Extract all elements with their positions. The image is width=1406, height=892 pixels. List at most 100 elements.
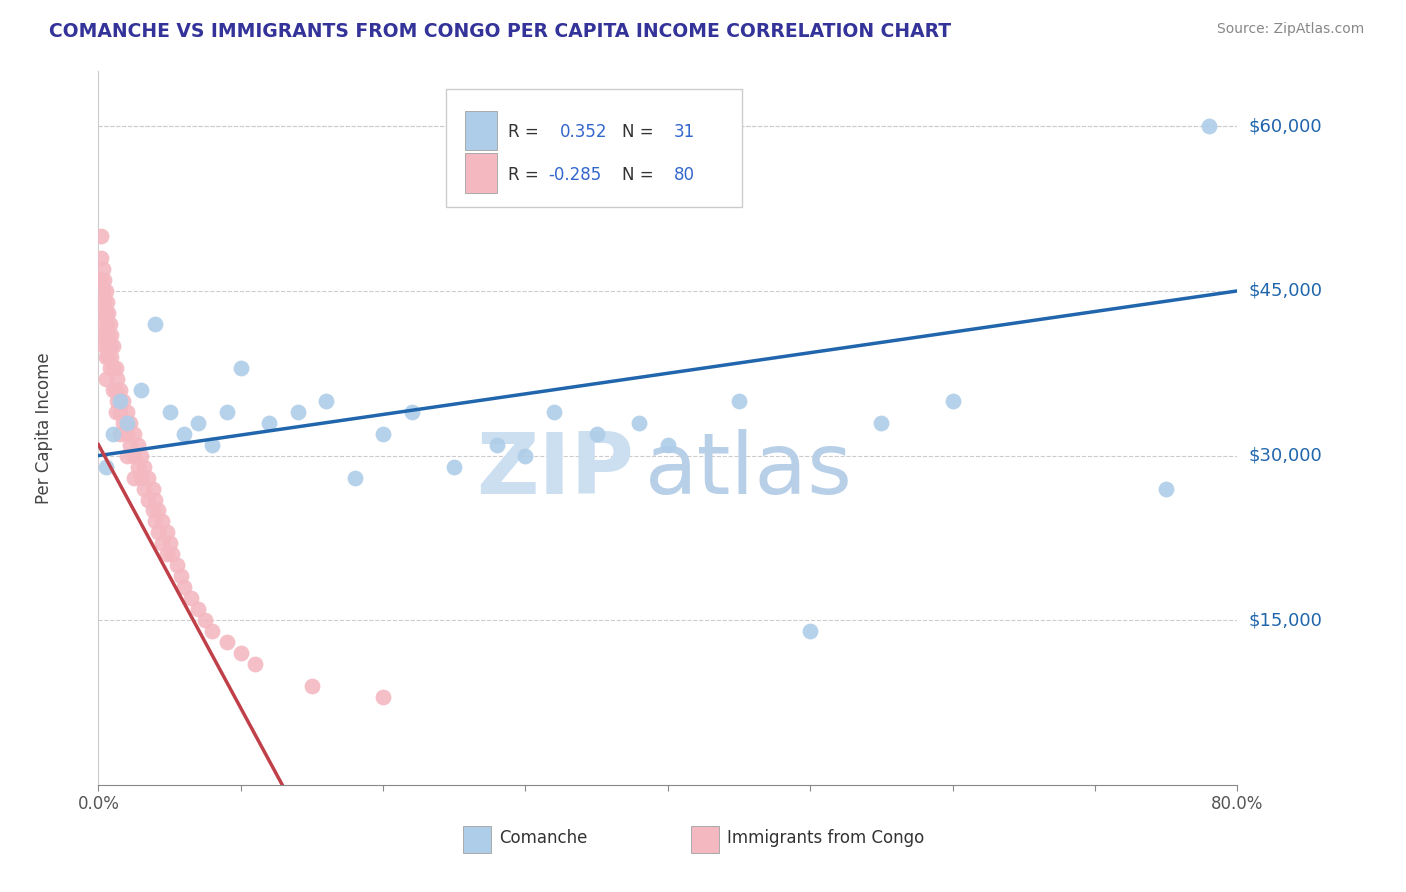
- Point: [98, 339, 121, 353]
- Point: [145, 515, 167, 529]
- Point: [94, 350, 117, 364]
- Point: [111, 416, 134, 430]
- Point: [132, 482, 155, 496]
- Point: [101, 426, 124, 441]
- Point: [201, 437, 224, 451]
- Point: [94, 284, 117, 298]
- Point: [129, 383, 152, 397]
- Point: [215, 635, 238, 649]
- Point: [129, 470, 152, 484]
- Point: [101, 339, 124, 353]
- Point: [162, 548, 184, 562]
- Point: [728, 393, 751, 408]
- Point: [870, 416, 893, 430]
- Point: [136, 492, 159, 507]
- Point: [152, 515, 174, 529]
- Point: [515, 449, 537, 463]
- Point: [97, 350, 120, 364]
- Point: [94, 459, 117, 474]
- Point: [93, 317, 115, 331]
- Point: [127, 437, 149, 451]
- Point: [108, 426, 131, 441]
- Point: [152, 536, 174, 550]
- Text: R =: R =: [509, 123, 544, 141]
- Text: 80: 80: [673, 166, 695, 184]
- Point: [145, 492, 167, 507]
- Point: [141, 482, 163, 496]
- Text: COMANCHE VS IMMIGRANTS FROM CONGO PER CAPITA INCOME CORRELATION CHART: COMANCHE VS IMMIGRANTS FROM CONGO PER CA…: [49, 22, 952, 41]
- Point: [1154, 482, 1177, 496]
- Point: [373, 690, 395, 705]
- Point: [118, 437, 141, 451]
- Text: N =: N =: [623, 123, 659, 141]
- Point: [180, 591, 202, 606]
- Point: [101, 383, 124, 397]
- Point: [94, 372, 117, 386]
- Point: [187, 416, 209, 430]
- Point: [127, 459, 149, 474]
- Point: [229, 646, 252, 660]
- Point: [105, 372, 128, 386]
- Point: [585, 426, 607, 441]
- Point: [91, 284, 114, 298]
- Point: [132, 459, 155, 474]
- Point: [101, 360, 124, 375]
- Point: [942, 393, 965, 408]
- Point: [628, 416, 651, 430]
- Text: N =: N =: [623, 166, 659, 184]
- Point: [173, 426, 195, 441]
- Point: [122, 426, 145, 441]
- Point: [96, 339, 118, 353]
- Point: [104, 360, 127, 375]
- Point: [657, 437, 679, 451]
- Point: [115, 416, 138, 430]
- Point: [315, 393, 337, 408]
- Point: [93, 294, 115, 309]
- Point: [148, 503, 170, 517]
- Point: [118, 416, 141, 430]
- Point: [90, 229, 112, 244]
- Point: [108, 405, 131, 419]
- Point: [91, 262, 114, 277]
- Point: [173, 580, 195, 594]
- Point: [229, 360, 252, 375]
- Point: [108, 393, 131, 408]
- Point: [104, 383, 127, 397]
- Point: [100, 350, 122, 364]
- Point: [90, 251, 112, 265]
- Point: [96, 294, 118, 309]
- Point: [111, 393, 134, 408]
- Point: [259, 416, 281, 430]
- Point: [97, 306, 120, 320]
- Point: [93, 273, 115, 287]
- Point: [166, 558, 188, 573]
- Point: [201, 624, 224, 639]
- Text: Comanche: Comanche: [499, 830, 588, 847]
- Text: $60,000: $60,000: [1249, 117, 1322, 136]
- Point: [156, 548, 179, 562]
- Point: [90, 273, 112, 287]
- Point: [194, 613, 217, 627]
- Point: [187, 602, 209, 616]
- Point: [91, 306, 114, 320]
- Point: [141, 503, 163, 517]
- FancyBboxPatch shape: [465, 153, 498, 193]
- Point: [93, 339, 115, 353]
- Point: [122, 470, 145, 484]
- FancyBboxPatch shape: [465, 111, 498, 150]
- Point: [94, 327, 117, 342]
- Point: [543, 405, 565, 419]
- Point: [96, 317, 118, 331]
- Text: -0.285: -0.285: [548, 166, 602, 184]
- Point: [1198, 120, 1220, 134]
- Point: [145, 317, 167, 331]
- Point: [136, 470, 159, 484]
- Point: [486, 437, 509, 451]
- Text: Per Capita Income: Per Capita Income: [35, 352, 53, 504]
- Text: Source: ZipAtlas.com: Source: ZipAtlas.com: [1216, 22, 1364, 37]
- Point: [98, 317, 121, 331]
- Text: 0.352: 0.352: [560, 123, 607, 141]
- Text: 31: 31: [673, 123, 695, 141]
- Text: R =: R =: [509, 166, 544, 184]
- Point: [301, 679, 323, 693]
